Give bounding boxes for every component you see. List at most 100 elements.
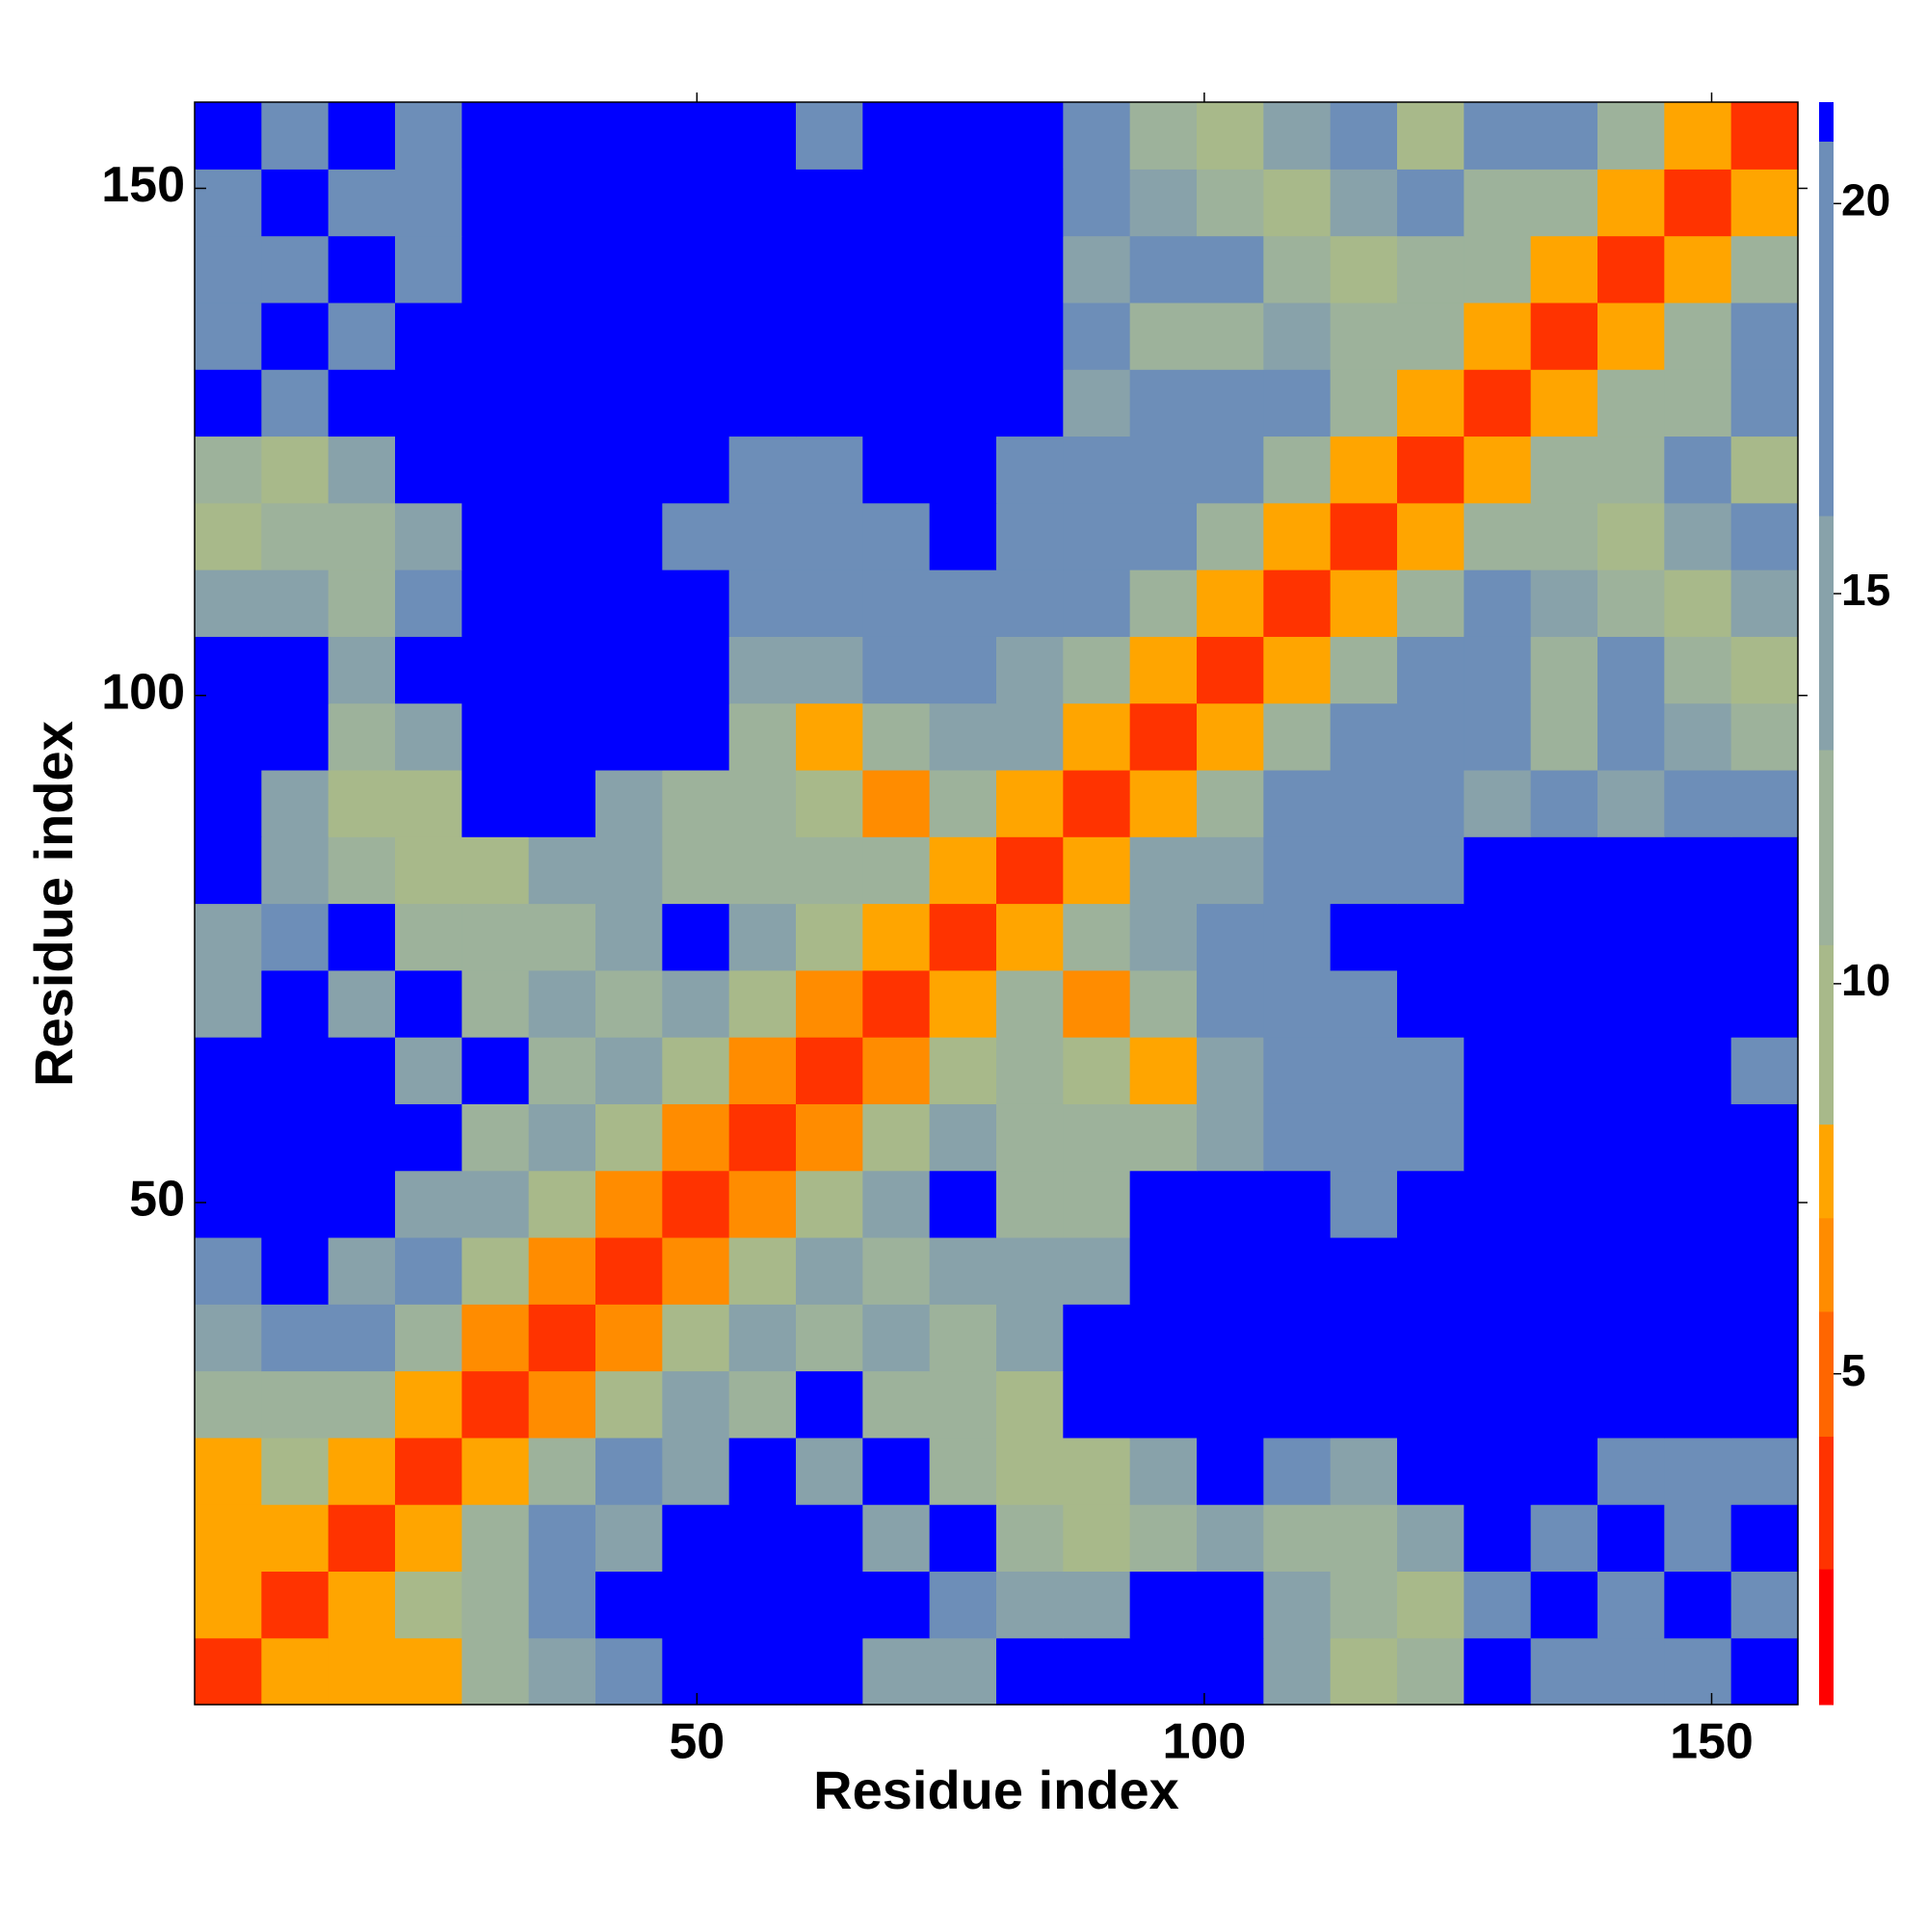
heatmap-cell — [1330, 903, 1398, 971]
heatmap-cell — [1597, 1504, 1665, 1573]
heatmap-cell — [996, 102, 1064, 170]
heatmap-cell — [862, 302, 931, 370]
heatmap-cell — [195, 969, 262, 1038]
heatmap-cell — [796, 569, 863, 637]
heatmap-cell — [261, 1637, 330, 1706]
heatmap-cell — [1397, 1571, 1465, 1639]
heatmap-cell — [1597, 1037, 1665, 1104]
heatmap-cell — [862, 1504, 931, 1573]
heatmap-cell — [195, 636, 262, 704]
heatmap-cell — [1730, 302, 1799, 370]
heatmap-cell — [1730, 702, 1799, 771]
heatmap-cell — [1530, 1103, 1598, 1172]
heatmap-cell — [1464, 1637, 1532, 1706]
heatmap-cell — [1129, 1437, 1198, 1505]
heatmap-cell — [728, 302, 797, 370]
heatmap-cell — [1730, 836, 1799, 905]
heatmap-cell — [1197, 769, 1264, 837]
heatmap-cell — [662, 636, 730, 704]
heatmap-cell — [1397, 502, 1465, 570]
heatmap-cell — [261, 1304, 330, 1372]
heatmap-cell — [996, 1637, 1064, 1706]
heatmap-cell — [1464, 1304, 1532, 1372]
heatmap-cell — [261, 903, 330, 971]
heatmap-cell — [1129, 1170, 1198, 1238]
heatmap-cell — [395, 169, 462, 237]
heatmap-cell — [395, 1370, 462, 1439]
heatmap-cell — [462, 1504, 530, 1573]
heatmap-cell — [728, 569, 797, 637]
heatmap-cell — [462, 369, 530, 437]
heatmap-cell — [862, 1571, 931, 1639]
heatmap-cell — [996, 302, 1064, 370]
heatmap-cell — [1063, 502, 1131, 570]
heatmap-cell — [1063, 836, 1131, 905]
heatmap-cell — [662, 1236, 730, 1305]
heatmap-cell — [462, 969, 530, 1038]
heatmap-cell — [1530, 502, 1598, 570]
heatmap-cell — [195, 1637, 262, 1706]
heatmap-cell — [862, 769, 931, 837]
heatmap-cell — [1397, 1236, 1465, 1305]
heatmap-cell — [1530, 1170, 1598, 1238]
heatmap-cell — [1330, 1571, 1398, 1639]
heatmap-cell — [1330, 702, 1398, 771]
heatmap-cell — [1464, 969, 1532, 1038]
heatmap-cell — [1263, 1437, 1332, 1505]
heatmap-cell — [1263, 636, 1332, 704]
heatmap-cell — [662, 1370, 730, 1439]
heatmap-cell — [595, 702, 663, 771]
heatmap-cell — [328, 302, 396, 370]
heatmap-cell — [1330, 1103, 1398, 1172]
heatmap-cell — [1263, 1504, 1332, 1573]
heatmap-cell — [1664, 903, 1732, 971]
heatmap-cell — [662, 1103, 730, 1172]
heatmap-cell — [1397, 1504, 1465, 1573]
heatmap-cell — [195, 1370, 262, 1439]
heatmap-cell — [1197, 702, 1264, 771]
heatmap-cell — [862, 836, 931, 905]
heatmap-cell — [1263, 903, 1332, 971]
heatmap-cell — [1530, 235, 1598, 304]
heatmap-cell — [1464, 102, 1532, 170]
heatmap-cell — [1129, 1370, 1198, 1439]
heatmap-cell — [595, 1504, 663, 1573]
heatmap-cell — [1197, 169, 1264, 237]
heatmap-cell — [195, 1170, 262, 1238]
heatmap-cell — [1730, 1637, 1799, 1706]
heatmap-cell — [195, 436, 262, 504]
heatmap-cell — [1197, 636, 1264, 704]
heatmap-cell — [1129, 502, 1198, 570]
heatmap-cell — [728, 1370, 797, 1439]
heatmap-cell — [1263, 1236, 1332, 1305]
heatmap-cell — [1197, 1037, 1264, 1104]
heatmap-cell — [1063, 1370, 1131, 1439]
heatmap-cell — [1063, 1236, 1131, 1305]
heatmap-cell — [1730, 1504, 1799, 1573]
heatmap-cell — [1397, 769, 1465, 837]
heatmap-cell — [528, 1504, 596, 1573]
heatmap-cell — [462, 436, 530, 504]
heatmap-cell — [328, 702, 396, 771]
heatmap-cell — [862, 702, 931, 771]
heatmap-cell — [862, 369, 931, 437]
heatmap-cell — [328, 836, 396, 905]
heatmap-cell — [728, 1437, 797, 1505]
heatmap-cell — [395, 1437, 462, 1505]
heatmap-cell — [1397, 1170, 1465, 1238]
heatmap-cell — [1330, 436, 1398, 504]
heatmap-cell — [395, 369, 462, 437]
heatmap-cell — [1730, 1170, 1799, 1238]
heatmap-cell — [796, 769, 863, 837]
heatmap-cell — [662, 302, 730, 370]
heatmap-cell — [1397, 1637, 1465, 1706]
heatmap-cell — [1129, 903, 1198, 971]
heatmap-cell — [996, 1304, 1064, 1372]
heatmap-cell — [595, 369, 663, 437]
heatmap-cell — [595, 1304, 663, 1372]
heatmap-cell — [1063, 1637, 1131, 1706]
heatmap-cell — [195, 1437, 262, 1505]
heatmap-cell — [862, 502, 931, 570]
